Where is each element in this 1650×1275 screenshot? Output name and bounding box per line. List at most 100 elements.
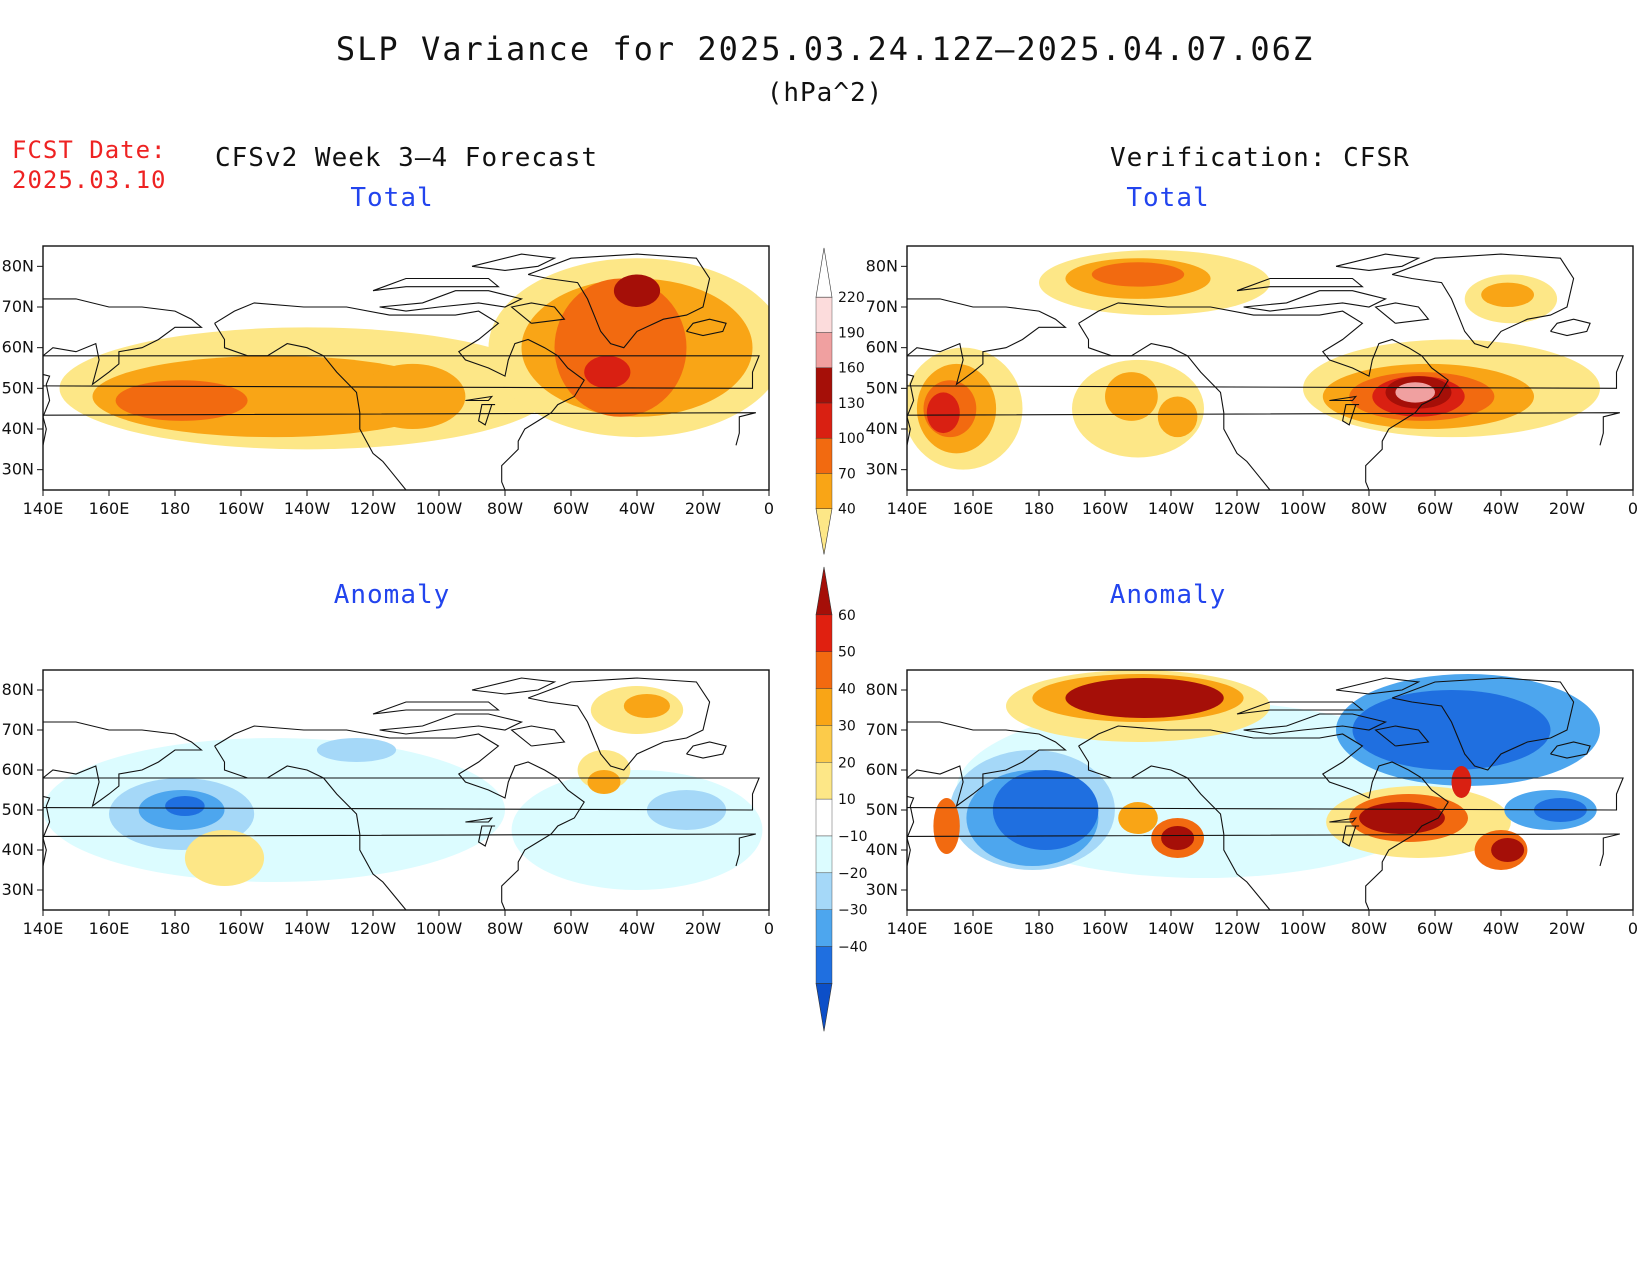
- coastline: [527, 253, 711, 349]
- coastlines: [907, 253, 1624, 490]
- colorbar-swatch: [815, 614, 833, 652]
- colorbar-label: 220: [838, 290, 865, 306]
- lon-tick-label: 20W: [1549, 499, 1585, 518]
- lat-tick-label: 50N: [2, 800, 34, 819]
- coastline: [43, 833, 756, 867]
- coastline: [1078, 302, 1449, 490]
- lon-tick-label: 20W: [685, 499, 721, 518]
- lon-tick-label: 80W: [1351, 919, 1387, 938]
- lat-tick-label: 70N: [866, 720, 898, 739]
- field-contour: [316, 738, 397, 762]
- field-contour: [1481, 282, 1534, 307]
- coastline: [1341, 825, 1360, 847]
- field-contour: [359, 363, 466, 429]
- colorbar-swatch: [815, 332, 833, 368]
- lon-tick-label: 160E: [89, 499, 130, 518]
- panel-title-bottom-right: Anomaly: [1109, 580, 1227, 610]
- coastline: [907, 412, 1620, 446]
- lon-tick-label: 160W: [1082, 499, 1129, 518]
- field-top_right: [907, 246, 1633, 490]
- lon-tick-label: 20W: [1549, 919, 1585, 938]
- verification-header: Verification: CFSR: [1110, 143, 1410, 173]
- field-contour: [587, 770, 621, 794]
- lon-tick-label: 40W: [619, 499, 655, 518]
- panel-title-bottom-left: Anomaly: [333, 580, 451, 610]
- fcst-date-line1: FCST Date:: [12, 136, 167, 164]
- field-contour: [926, 392, 960, 434]
- coastlines: [907, 677, 1624, 910]
- field-contour: [1157, 396, 1198, 438]
- field-contour: [165, 796, 205, 816]
- coastline: [1374, 302, 1430, 324]
- field-contour: [1118, 802, 1158, 834]
- coastline: [1391, 677, 1575, 771]
- coastline: [1078, 725, 1449, 910]
- colorbar-label: −40: [838, 940, 868, 956]
- coastline: [43, 721, 203, 839]
- lat-tick-label: 30N: [2, 460, 34, 479]
- colorbar-end: [815, 247, 833, 298]
- coastline: [372, 701, 500, 715]
- lon-tick-label: 160W: [1082, 919, 1129, 938]
- lon-tick-label: 180: [160, 919, 191, 938]
- lon-tick-label: 140W: [284, 499, 331, 518]
- lon-tick-label: 180: [1024, 919, 1055, 938]
- lon-tick-label: 140W: [1148, 919, 1195, 938]
- colorbar-label: 50: [838, 645, 856, 661]
- field-contour: [613, 274, 661, 307]
- coastline: [465, 395, 494, 402]
- lon-tick-label: 160E: [953, 919, 994, 938]
- field-contour: [184, 830, 265, 886]
- field-contour: [992, 770, 1099, 850]
- coastline: [907, 416, 911, 446]
- coastline: [510, 302, 566, 324]
- lon-tick-label: 0: [764, 919, 774, 938]
- lon-tick-label: 60W: [553, 499, 589, 518]
- colorbar-label: 60: [838, 608, 856, 624]
- colorbar-label: 70: [838, 466, 856, 482]
- map-panel-bottom_left: 140E 160E 180 160W 140W 120W 100W 80W 60W 40W 20W 0…: [2, 669, 774, 938]
- panel-title-top-right: Total: [1126, 183, 1210, 213]
- coastline: [1329, 817, 1358, 823]
- coastline: [527, 677, 711, 771]
- colorbar-swatch: [815, 473, 833, 509]
- lon-tick-label: 0: [1628, 499, 1638, 518]
- lon-tick-label: 160E: [89, 919, 130, 938]
- lon-tick-label: 120W: [1214, 919, 1261, 938]
- field-contour: [1359, 802, 1445, 834]
- colorbar-swatch: [815, 762, 833, 800]
- colorbar-anomaly: 60 50 40 30 20 10 −10 −20 −30 −40: [815, 566, 868, 1032]
- map-panel-top_right: 140E 160E 180 160W 140W 120W 100W 80W 60W 40W 20W 0…: [866, 245, 1638, 518]
- colorbar-label: 10: [838, 792, 856, 808]
- colorbar-swatch: [815, 946, 833, 984]
- lon-tick-label: 140E: [23, 919, 64, 938]
- lon-tick-label: 60W: [553, 919, 589, 938]
- coastline: [379, 290, 524, 312]
- coastline: [379, 713, 524, 735]
- forecast-header: CFSv2 Week 3–4 Forecast: [215, 143, 599, 173]
- lat-tick-label: 30N: [866, 460, 898, 479]
- lon-tick-label: 40W: [619, 919, 655, 938]
- lat-tick-label: 70N: [866, 297, 898, 316]
- lat-tick-label: 60N: [866, 760, 898, 779]
- map-frame: [42, 669, 770, 911]
- lat-tick-label: 60N: [2, 760, 34, 779]
- coastline: [43, 355, 760, 389]
- lon-tick-label: 120W: [350, 919, 397, 938]
- field-contour: [1451, 766, 1472, 798]
- lon-tick-label: 100W: [1280, 919, 1327, 938]
- colorbar-swatch: [815, 367, 833, 404]
- coastline: [1341, 404, 1360, 426]
- lon-tick-label: 60W: [1417, 499, 1453, 518]
- colorbar-label: 30: [838, 718, 856, 734]
- colorbar-end: [815, 508, 833, 555]
- lat-tick-label: 40N: [866, 840, 898, 859]
- coastline: [372, 277, 500, 292]
- lon-tick-label: 40W: [1483, 919, 1519, 938]
- lat-tick-label: 30N: [866, 880, 898, 899]
- colorbar-label: −10: [838, 829, 868, 845]
- coastline: [1335, 677, 1421, 695]
- colorbar-end: [815, 983, 833, 1032]
- coastline: [1236, 277, 1364, 292]
